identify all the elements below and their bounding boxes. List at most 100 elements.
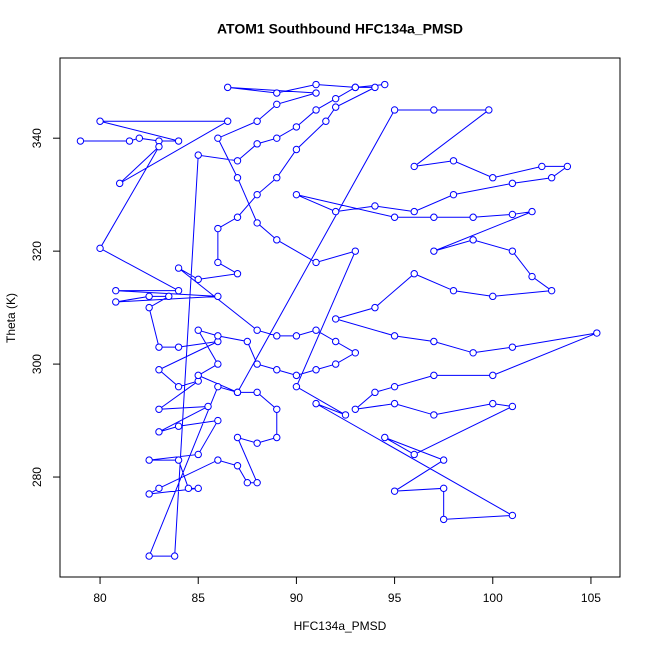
data-point <box>312 399 320 408</box>
data-point <box>174 422 183 430</box>
data-point <box>341 411 350 419</box>
data-point <box>430 213 438 221</box>
data-point <box>194 484 202 493</box>
data-point <box>449 157 458 165</box>
x-tick-label: 80 <box>93 591 107 605</box>
data-point <box>170 552 179 560</box>
x-tick-label: 100 <box>483 591 503 605</box>
data-point <box>155 428 163 436</box>
data-point <box>351 83 360 92</box>
x-tick-label: 95 <box>388 591 402 605</box>
data-point <box>292 123 301 131</box>
data-point <box>439 484 448 493</box>
data-point <box>547 286 556 295</box>
data-point <box>538 162 546 171</box>
data-point <box>273 134 281 142</box>
data-point <box>371 202 379 210</box>
y-tick-label: 300 <box>30 354 44 374</box>
data-point <box>174 264 183 272</box>
data-point <box>233 174 242 182</box>
data-point <box>223 117 232 125</box>
data-point <box>214 382 222 391</box>
data-point <box>381 433 389 442</box>
data-point <box>469 349 477 357</box>
data-point <box>371 83 379 92</box>
data-point <box>253 190 261 199</box>
y-tick-label: 320 <box>30 241 44 261</box>
data-point <box>214 134 222 142</box>
data-point <box>410 270 418 278</box>
data-point <box>410 450 418 459</box>
data-point <box>233 388 242 397</box>
data-point <box>371 303 379 312</box>
data-point <box>331 94 340 103</box>
data-point <box>214 258 222 267</box>
data-point <box>485 106 493 114</box>
data-point <box>145 490 153 498</box>
data-point <box>381 80 389 89</box>
data-point <box>489 371 497 380</box>
data-point <box>155 405 163 413</box>
data-point <box>351 349 360 357</box>
data-point <box>449 190 458 199</box>
data-point <box>292 382 301 391</box>
data-point <box>351 247 360 255</box>
data-point <box>273 366 281 374</box>
data-point <box>184 484 193 493</box>
data-point <box>430 247 438 255</box>
data-point <box>96 244 104 253</box>
data-point <box>292 371 301 380</box>
data-point <box>469 213 477 221</box>
data-point <box>528 272 536 281</box>
data-point <box>194 371 202 380</box>
data-point <box>194 326 202 334</box>
data-point <box>390 106 399 114</box>
data-point <box>390 399 399 408</box>
data-point <box>145 456 153 464</box>
data-point <box>508 402 517 411</box>
data-point <box>214 292 222 301</box>
x-axis-label: HFC134a_PMSD <box>294 619 387 633</box>
data-point <box>174 137 183 145</box>
data-point <box>243 478 252 487</box>
data-point <box>292 190 301 199</box>
data-point <box>449 286 458 295</box>
data-point <box>331 315 340 323</box>
data-point <box>312 106 320 114</box>
data-point <box>253 478 261 487</box>
data-point <box>214 224 222 233</box>
data-point <box>390 487 399 495</box>
data-point <box>312 366 320 374</box>
data-point <box>312 326 320 334</box>
data-point <box>155 343 163 351</box>
data-point <box>174 382 183 391</box>
data-point <box>174 343 183 351</box>
data-point <box>214 332 222 340</box>
data-point <box>439 456 448 464</box>
data-point <box>194 450 202 459</box>
data-point <box>390 332 399 340</box>
data-point <box>563 162 572 171</box>
data-point <box>489 399 497 408</box>
data-point <box>145 303 153 312</box>
data-point <box>273 89 281 97</box>
x-tick-label: 85 <box>192 591 206 605</box>
data-point <box>322 117 330 125</box>
data-point <box>233 157 242 165</box>
data-point <box>233 433 242 442</box>
data-point <box>253 439 261 447</box>
data-point <box>214 416 222 425</box>
data-point <box>273 433 281 442</box>
data-point <box>508 511 517 520</box>
chart-title: ATOM1 Southbound HFC134a_PMSD <box>217 21 463 37</box>
data-point <box>371 388 379 397</box>
data-point <box>508 343 517 351</box>
data-point <box>155 142 163 151</box>
data-point <box>135 134 144 142</box>
data-point <box>112 286 120 295</box>
data-point <box>253 326 261 334</box>
y-tick-label: 340 <box>30 128 44 148</box>
data-point <box>489 174 497 182</box>
data-point <box>273 236 281 244</box>
x-tick-label: 90 <box>290 591 304 605</box>
